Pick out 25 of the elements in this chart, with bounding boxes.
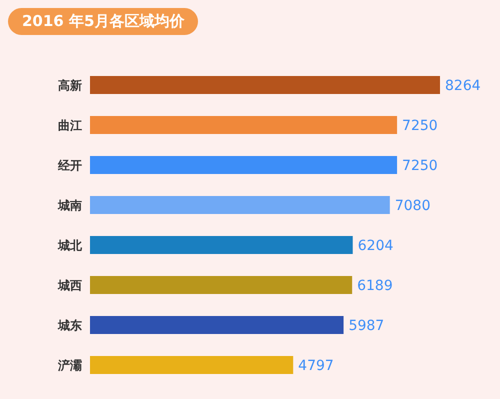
bar (90, 236, 353, 254)
y-tick-label: 高新 (58, 78, 82, 92)
data-label: 6189 (357, 278, 393, 294)
bar (90, 156, 398, 174)
bar (90, 276, 352, 294)
y-tick-label: 城东 (57, 318, 82, 332)
y-tick-label: 城北 (57, 238, 83, 252)
data-label: 5987 (348, 318, 384, 334)
y-tick-label: 城南 (57, 198, 82, 212)
bar (90, 316, 344, 334)
data-label: 4797 (298, 358, 334, 374)
y-tick-label: 曲江 (58, 118, 82, 132)
bar (90, 76, 440, 94)
y-tick-label: 经开 (57, 158, 82, 172)
data-label: 7250 (402, 118, 438, 134)
bar (90, 196, 390, 214)
bar (90, 116, 398, 134)
y-tick-label: 城西 (57, 278, 82, 292)
data-label: 7080 (394, 198, 430, 214)
data-label: 6204 (358, 238, 394, 254)
bar (90, 356, 294, 374)
data-label: 7250 (402, 158, 438, 174)
y-tick-label: 浐灞 (57, 358, 82, 372)
chart-title: 2016 年5月各区域均价 (8, 8, 198, 35)
data-label: 8264 (445, 78, 481, 94)
